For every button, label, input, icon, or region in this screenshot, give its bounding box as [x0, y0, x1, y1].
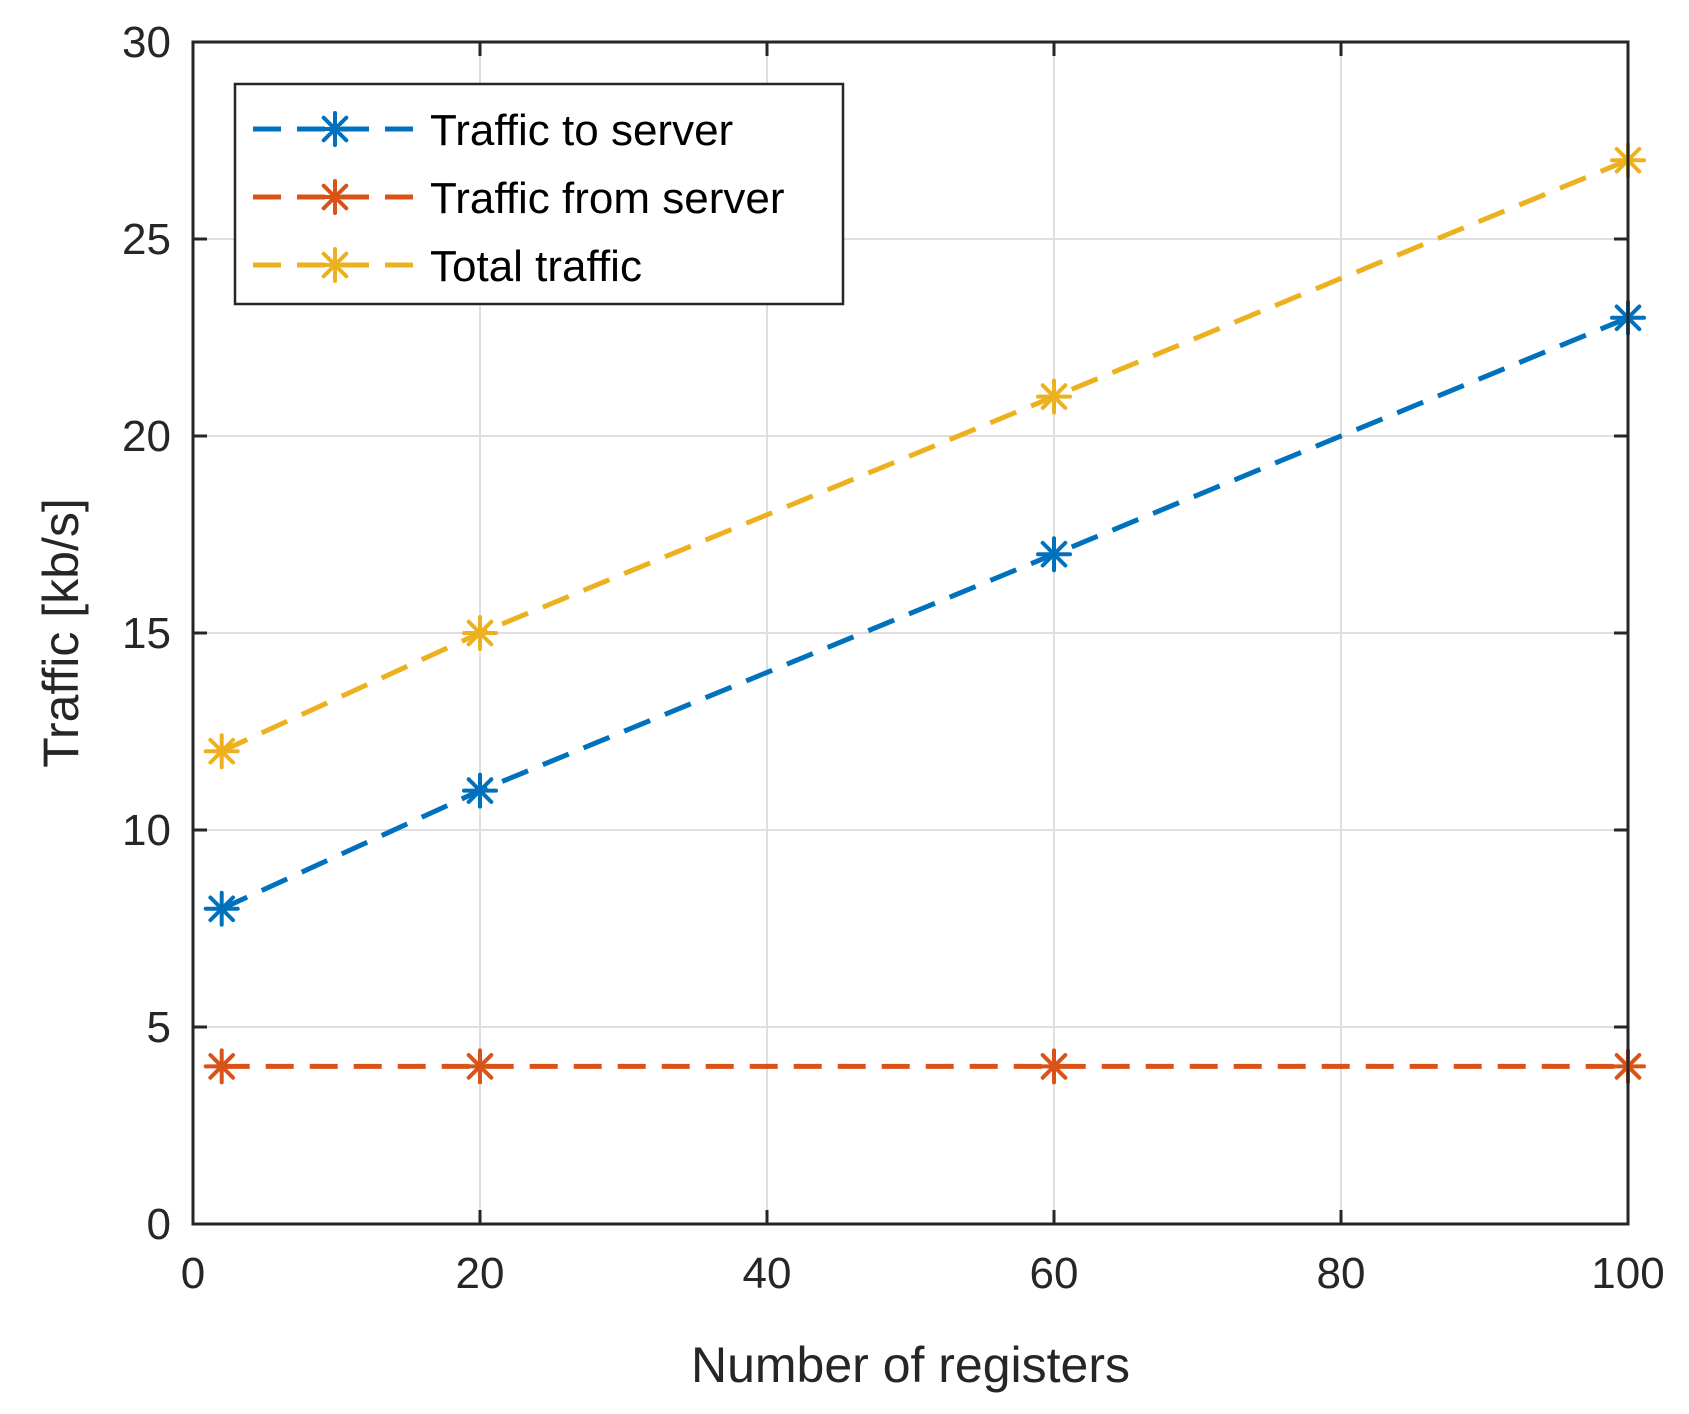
data-point — [203, 733, 240, 770]
data-point — [462, 1048, 498, 1085]
legend-marker — [317, 111, 353, 147]
y-tick-label: 25 — [122, 215, 171, 264]
marker-stroke — [208, 1053, 236, 1080]
x-tick-label: 20 — [456, 1249, 505, 1298]
marker-stroke — [208, 895, 236, 923]
marker-stroke — [466, 777, 494, 804]
data-point — [1036, 1048, 1072, 1085]
data-point — [203, 1048, 240, 1085]
legend-marker — [317, 247, 353, 283]
legend-marker — [317, 179, 353, 215]
data-point — [462, 615, 498, 651]
x-axis-title: Number of registers — [691, 1337, 1130, 1393]
legend-label: Traffic to server — [430, 106, 733, 155]
x-tick-label: 60 — [1030, 1249, 1079, 1298]
marker-stroke — [1040, 540, 1068, 568]
x-tick-label: 100 — [1591, 1249, 1664, 1298]
y-tick-label: 5 — [147, 1003, 171, 1052]
y-tick-label: 0 — [147, 1200, 171, 1249]
legend: Traffic to server Traffic from server Tota… — [233, 82, 845, 306]
marker-stroke — [1040, 383, 1068, 410]
y-tick-label: 30 — [122, 18, 171, 67]
series-0 — [203, 299, 1646, 927]
marker-stroke — [321, 251, 349, 279]
marker-stroke — [321, 183, 349, 211]
ticks: 0 20 40 60 80 100 0 5 10 15 20 25 30 — [122, 18, 1665, 1298]
series-line — [220, 315, 1629, 912]
legend-label: Total traffic — [430, 242, 642, 291]
marker-stroke — [466, 619, 494, 647]
legend-entry: Traffic from server — [253, 174, 785, 223]
y-tick-label: 10 — [122, 806, 171, 855]
data-point — [203, 890, 240, 927]
y-tick-label: 15 — [122, 609, 171, 658]
data-point — [1036, 378, 1072, 415]
marker-stroke — [321, 115, 349, 143]
x-tick-label: 0 — [181, 1249, 205, 1298]
marker-stroke — [466, 1053, 494, 1080]
legend-label: Traffic from server — [430, 174, 785, 223]
legend-entry: Total traffic — [253, 242, 642, 291]
series-line — [220, 157, 1629, 754]
x-tick-label: 40 — [743, 1249, 792, 1298]
data-point — [462, 772, 498, 809]
legend-entry: Traffic to server — [253, 106, 733, 155]
series-1 — [203, 1048, 1646, 1085]
marker-stroke — [1040, 1053, 1068, 1080]
y-tick-label: 20 — [122, 412, 171, 461]
marker-stroke — [208, 737, 236, 765]
y-axis-title: Traffic [kb/s] — [33, 498, 89, 768]
data-point — [1036, 536, 1072, 573]
x-tick-label: 80 — [1317, 1249, 1366, 1298]
